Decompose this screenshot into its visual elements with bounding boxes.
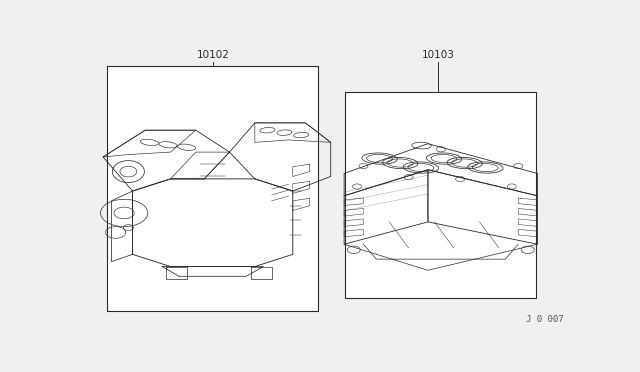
Bar	[108, 66, 318, 311]
Bar	[346, 92, 536, 298]
Text: 10103: 10103	[422, 50, 454, 60]
Text: 10102: 10102	[196, 50, 229, 60]
Text: J 0 007: J 0 007	[526, 315, 564, 324]
